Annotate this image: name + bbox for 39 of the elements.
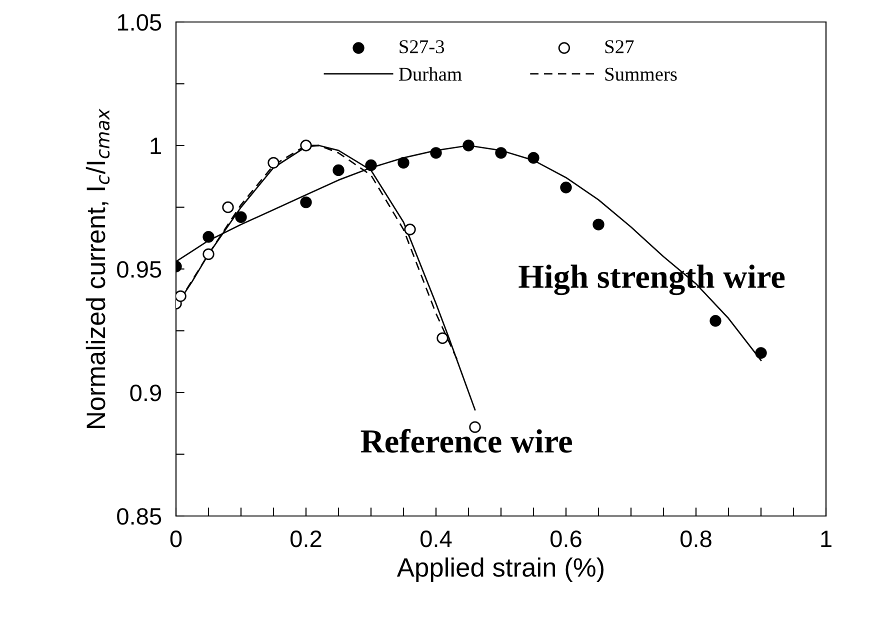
point [365, 159, 377, 172]
point [300, 196, 312, 208]
annotation: Reference wire [360, 428, 572, 453]
y-axis-title: Normalized current, I$_{c}$/I$_{cmax}$ [86, 108, 110, 428]
x-tick-label: 0.4 [420, 530, 452, 548]
y-tick-label: 0.95 [117, 261, 162, 278]
point [300, 140, 312, 152]
point [430, 147, 442, 159]
x-tick-label: 0.2 [290, 530, 322, 548]
point [528, 152, 540, 164]
point [560, 182, 572, 194]
legend-label: S27-3 [400, 40, 444, 54]
point [268, 156, 280, 169]
x-tick-label: 0.8 [680, 530, 712, 548]
point [235, 211, 247, 223]
point [592, 218, 604, 230]
point [176, 290, 186, 302]
y-tick-label: 0.9 [130, 384, 161, 402]
point [222, 201, 234, 214]
point [710, 315, 722, 327]
x-axis-title: Applied strain (%) [396, 557, 604, 582]
point [202, 248, 214, 260]
x-tick-label: 0.6 [550, 530, 582, 548]
legend-label: Summers [605, 68, 677, 81]
y-tick-label: 1.05 [118, 14, 162, 31]
x-tick-label: 1 [821, 530, 832, 547]
legend-label: Durham [398, 67, 462, 81]
point [404, 224, 416, 236]
point [398, 156, 410, 169]
point [436, 332, 448, 344]
x-tick-label: 0 [170, 530, 182, 548]
point [332, 164, 344, 176]
y-tick-label: 1 [150, 138, 161, 154]
y-tick-label: 0.85 [117, 508, 162, 525]
legend-label: S27 [605, 40, 634, 54]
point [462, 140, 474, 152]
point [202, 231, 214, 243]
point [755, 347, 767, 359]
point [495, 147, 507, 159]
